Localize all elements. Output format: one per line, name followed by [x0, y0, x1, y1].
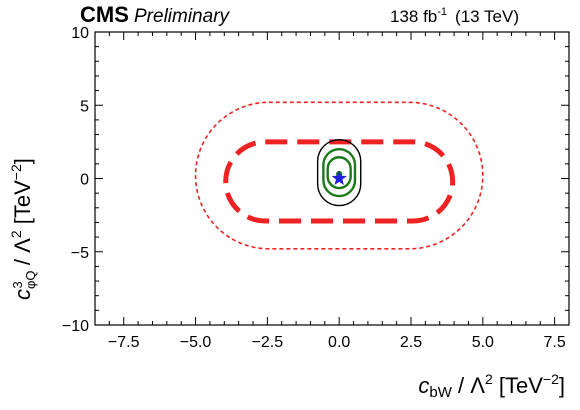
luminosity-label: 138 fb-1 (13 TeV): [390, 6, 519, 26]
x-tick-label: −2.5: [252, 334, 284, 351]
x-tick-label: −5.0: [180, 334, 212, 351]
experiment-label: CMS: [80, 2, 129, 27]
contour-lines: [194, 101, 484, 250]
y-tick-label: −5: [71, 245, 89, 262]
contour-expected-68%: [223, 139, 456, 224]
x-tick-label: 0.0: [328, 334, 350, 351]
y-tick-label: −10: [62, 318, 89, 335]
status-label: Preliminary: [134, 6, 231, 27]
y-axis-label: cφQ3 / Λ2 [TeV−2]: [8, 158, 38, 300]
y-tick-label: 10: [71, 25, 89, 42]
x-tick-label: 5.0: [472, 334, 494, 351]
x-tick-label: −7.5: [108, 334, 140, 351]
axis-ticks: −7.5 −5.0 −2.5 0.0 2.5 5.0 7.5 −10 −5 0 5 10: [62, 25, 570, 351]
plot-frame: [94, 31, 570, 326]
contour-expected-95%: [194, 101, 484, 250]
x-axis-label: cbW / Λ2 [TeV−2]: [418, 371, 565, 401]
contour-observed-95%: [322, 147, 357, 198]
contour-observed-outer-outline: [316, 138, 362, 207]
x-tick-label: 7.5: [544, 334, 566, 351]
best-fit-markers: [331, 170, 347, 185]
x-tick-label: 2.5: [400, 334, 422, 351]
y-tick-label: 5: [80, 98, 89, 115]
best-fit-star-marker: [331, 170, 347, 185]
contour-observed-68%: [326, 156, 352, 190]
y-tick-label: 0: [80, 172, 89, 189]
